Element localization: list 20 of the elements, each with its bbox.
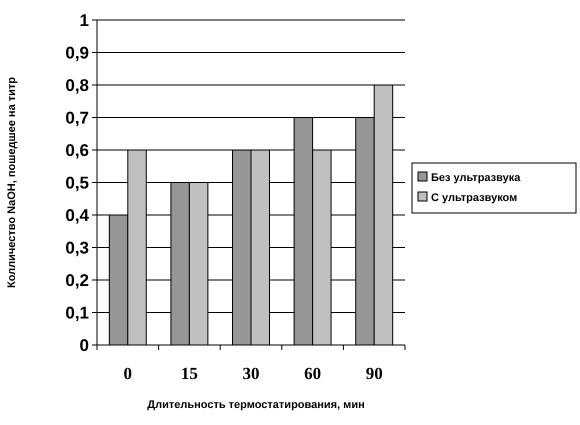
x-tick-label: 0 (124, 364, 132, 383)
y-tick-label: 1 (80, 10, 89, 30)
x-tick-label: 90 (366, 364, 383, 383)
y-tick-label: 0,1 (65, 303, 89, 322)
legend-label: С ультразвуком (431, 192, 518, 204)
x-tick-label: 60 (304, 364, 322, 383)
y-tick-label: 0,2 (65, 270, 89, 290)
x-tick-label: 30 (242, 364, 260, 383)
y-tick-label: 0,7 (65, 108, 89, 128)
y-tick-label: 0,8 (65, 76, 89, 95)
y-tick-label: 0,5 (65, 173, 89, 192)
y-tick-label: 0 (80, 336, 89, 355)
y-tick-label: 0,9 (65, 43, 89, 62)
y-tick-label: 0,3 (65, 238, 89, 258)
y-tick-label: 0,4 (65, 206, 90, 225)
x-axis-title: Длительность термостатирования, мин (147, 399, 365, 411)
x-tick-label: 15 (180, 364, 198, 383)
legend-label: Без ультразвука (431, 172, 522, 184)
y-axis-title: Колличество NaOH, пошедшее на титр (6, 76, 18, 288)
y-tick-label: 0,6 (65, 140, 89, 160)
